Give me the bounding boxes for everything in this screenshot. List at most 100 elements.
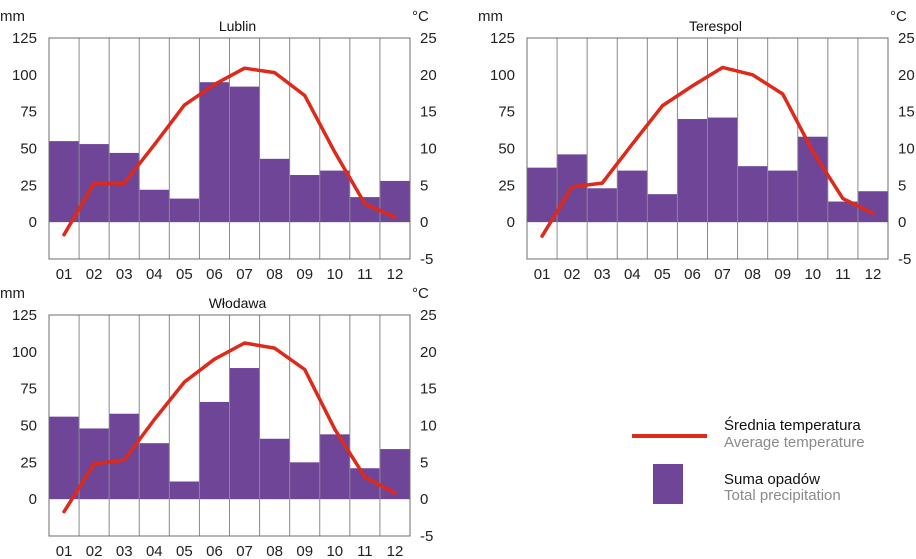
- x-tick-label: 07: [236, 266, 253, 283]
- y-right-tick-label: 15: [420, 104, 437, 121]
- y-left-tick-label: 0: [29, 491, 37, 508]
- precip-bar-06: [199, 82, 230, 223]
- y-left-tick-label: 25: [20, 177, 37, 194]
- x-tick-label: 10: [326, 266, 343, 283]
- y-right-tick-label: -5: [898, 251, 911, 268]
- chart-title: Terespol: [689, 18, 742, 34]
- y-right-tick-label: 10: [420, 418, 437, 435]
- y-right-unit: °C: [412, 285, 429, 302]
- y-right-tick-label: 5: [420, 177, 428, 194]
- temperature-line: [62, 66, 397, 237]
- y-left-tick-label: 25: [20, 454, 37, 471]
- y-left-tick-label: 100: [12, 344, 37, 361]
- y-left-tick-label: 50: [20, 418, 37, 435]
- y-left-tick-label: 75: [498, 104, 515, 121]
- x-tick-label: 06: [684, 266, 701, 283]
- y-right-tick-label: 0: [420, 491, 428, 508]
- temperature-line: [62, 341, 397, 514]
- y-left-tick-label: 100: [12, 67, 37, 84]
- y-left-tick-label: 75: [20, 104, 37, 121]
- x-tick-label: 03: [116, 266, 133, 283]
- precip-bar-03: [109, 152, 140, 223]
- x-tick-label: 12: [387, 266, 404, 283]
- y-right-tick-label: 10: [898, 141, 915, 158]
- plot-frame: [526, 37, 889, 260]
- precip-bar-05: [647, 194, 678, 223]
- legend: Średnia temperatura Average temperature …: [632, 416, 865, 504]
- x-tick-label: 08: [744, 266, 761, 283]
- precip-bar-01: [527, 167, 558, 223]
- x-tick-label: 07: [714, 266, 731, 283]
- x-tick-label: 02: [86, 543, 103, 559]
- precip-bar-12: [379, 449, 410, 500]
- x-tick-label: 10: [326, 543, 343, 559]
- precip-bar-10: [319, 170, 350, 223]
- x-tick-label: 11: [835, 266, 851, 283]
- x-tick-label: 05: [176, 266, 193, 283]
- precip-bar-05: [169, 481, 200, 500]
- x-tick-label: 08: [266, 266, 283, 283]
- y-right-tick-label: 0: [898, 214, 906, 231]
- x-tick-label: 02: [86, 266, 103, 283]
- y-left-tick-label: 0: [507, 214, 515, 231]
- x-tick-label: 09: [296, 266, 313, 283]
- y-right-tick-label: 20: [420, 67, 437, 84]
- precip-bar-05: [169, 198, 200, 223]
- x-tick-label: 09: [296, 543, 313, 559]
- y-right-tick-label: 10: [420, 141, 437, 158]
- y-right-tick-label: 5: [898, 177, 906, 194]
- chart-title: Włodawa: [209, 295, 267, 311]
- y-right-tick-label: 20: [898, 67, 915, 84]
- y-right-unit: °C: [890, 8, 907, 25]
- x-tick-label: 02: [564, 266, 581, 283]
- x-tick-label: 12: [387, 543, 404, 559]
- legend-bar-label: Suma opadów: [724, 471, 820, 488]
- legend-bar-label-en: Total precipitation: [724, 487, 841, 504]
- y-left-tick-label: 125: [12, 307, 37, 324]
- x-tick-label: 11: [357, 543, 373, 559]
- precip-bar-06: [199, 401, 230, 500]
- y-right-tick-label: 5: [420, 454, 428, 471]
- x-tick-label: 06: [206, 543, 223, 559]
- x-tick-label: 01: [534, 266, 551, 283]
- precip-bar-09: [289, 462, 320, 500]
- x-tick-label: 06: [206, 266, 223, 283]
- precip-bar-03: [109, 413, 140, 500]
- y-left-unit: mm: [0, 8, 25, 25]
- precip-bar-08: [259, 158, 290, 223]
- y-left-tick-label: 50: [20, 141, 37, 158]
- y-right-tick-label: -5: [420, 528, 433, 545]
- precip-bar-09: [289, 175, 320, 223]
- precip-bar-08: [737, 166, 768, 223]
- y-right-tick-label: 0: [420, 214, 428, 231]
- chart-title: Lublin: [219, 18, 256, 34]
- y-right-tick-label: 15: [420, 381, 437, 398]
- precip-bar-07: [229, 368, 260, 500]
- x-tick-label: 12: [865, 266, 882, 283]
- x-tick-label: 07: [236, 543, 253, 559]
- precip-bar-06: [677, 119, 708, 223]
- y-left-tick-label: 50: [498, 141, 515, 158]
- x-tick-label: 05: [176, 543, 193, 559]
- y-left-unit: mm: [0, 285, 25, 302]
- x-tick-label: 03: [116, 543, 133, 559]
- y-left-unit: mm: [478, 8, 503, 25]
- precip-bar-07: [707, 117, 738, 223]
- y-right-tick-label: 25: [420, 30, 437, 47]
- x-tick-label: 04: [146, 543, 163, 559]
- x-tick-label: 04: [146, 266, 163, 283]
- precip-bar-03: [587, 188, 618, 223]
- y-left-tick-label: 0: [29, 214, 37, 231]
- x-tick-label: 05: [654, 266, 671, 283]
- precip-bar-04: [139, 189, 170, 223]
- x-tick-label: 10: [804, 266, 821, 283]
- plot-frame: [48, 314, 411, 537]
- y-right-tick-label: 20: [420, 344, 437, 361]
- x-tick-label: 01: [56, 266, 73, 283]
- plot-frame: [48, 37, 411, 260]
- x-tick-label: 03: [594, 266, 611, 283]
- y-right-tick-label: 25: [898, 30, 915, 47]
